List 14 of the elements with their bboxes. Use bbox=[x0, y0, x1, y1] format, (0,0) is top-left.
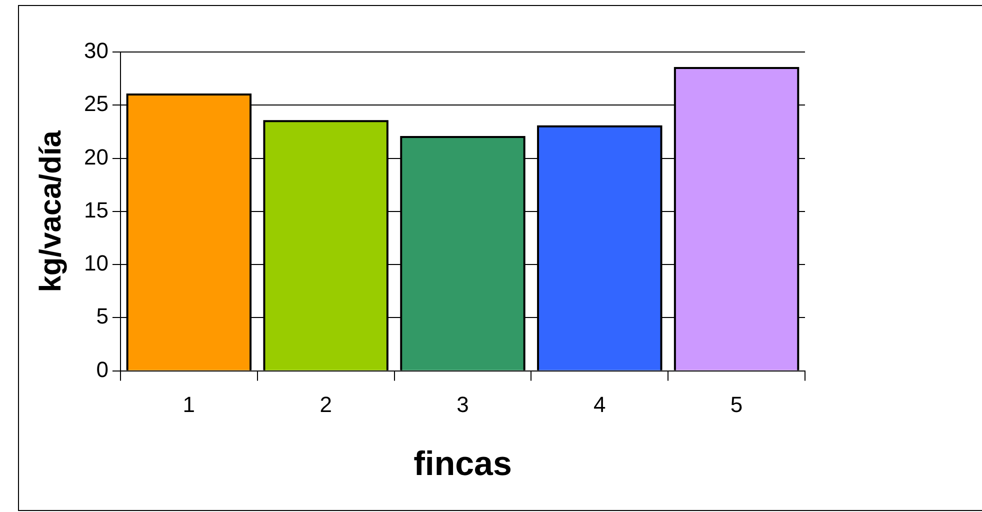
y-tick-label: 15 bbox=[84, 197, 108, 222]
x-tick-label: 1 bbox=[182, 392, 196, 418]
y-tick-label: 20 bbox=[84, 144, 108, 170]
y-tick-label: 5 bbox=[96, 304, 108, 329]
y-tick-label: 0 bbox=[96, 356, 108, 382]
y-tick-label: 10 bbox=[84, 250, 108, 276]
x-tick-label: 5 bbox=[730, 392, 743, 418]
y-tick-label: 30 bbox=[84, 38, 108, 64]
x-axis-title: fincas bbox=[414, 444, 512, 483]
x-tick-label: 3 bbox=[456, 392, 469, 418]
y-tick-label: 25 bbox=[84, 91, 108, 116]
y-axis-title: kg/vaca/día bbox=[34, 130, 68, 292]
x-tick-label: 2 bbox=[320, 392, 332, 418]
x-tick-label: 4 bbox=[594, 392, 606, 418]
